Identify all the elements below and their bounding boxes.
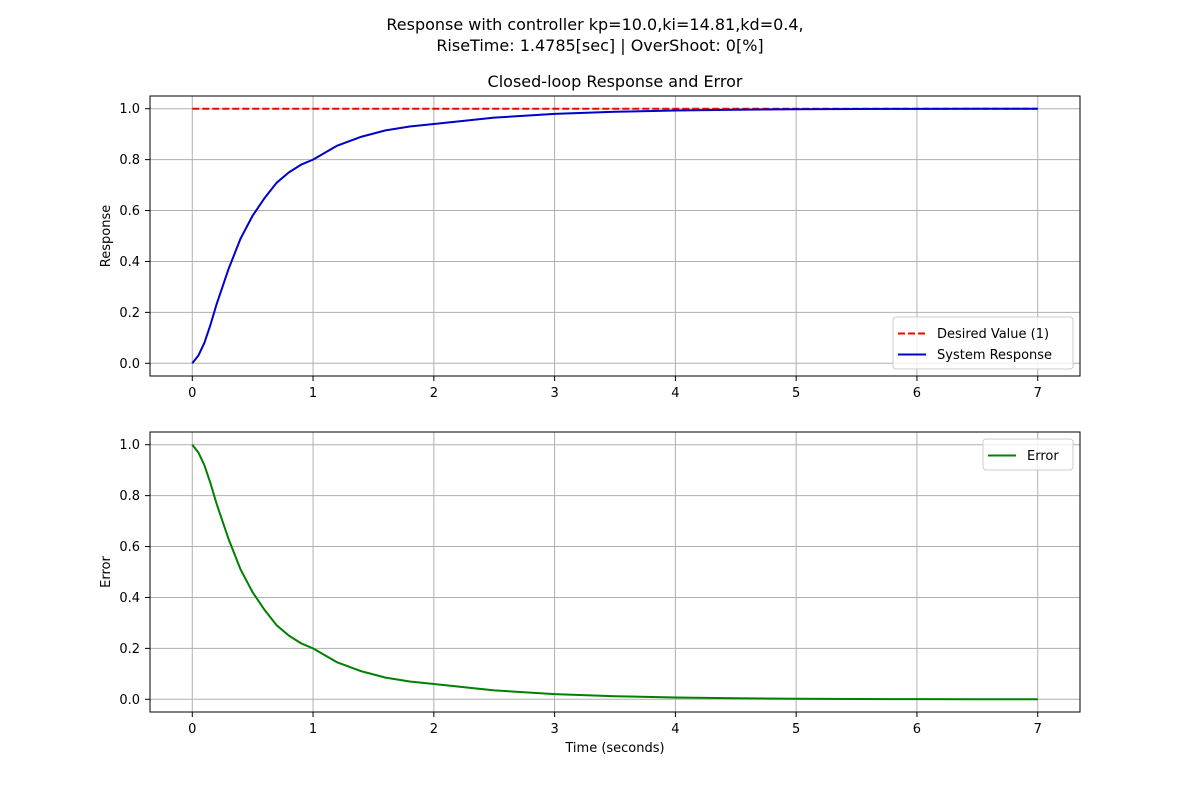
series-line-1 xyxy=(191,107,1038,364)
response-subplot: 0 1 2 3 4 5 6 7 0.0 0.2 0.4 0.6 0.8 1.0 Closed-loop Re… xyxy=(99,72,1081,401)
x-tick-label-4: 4 xyxy=(671,722,679,737)
suptitle-line-2: RiseTime: 1.4785[sec] | OverShoot: 0[%] xyxy=(436,36,763,55)
legend: Error xyxy=(982,438,1074,471)
x-tick-label-1: 1 xyxy=(309,386,317,401)
axes-frame xyxy=(149,431,1081,713)
y-tick-label-2: 0.4 xyxy=(119,255,140,270)
x-tick-label-3: 3 xyxy=(550,386,558,401)
x-tick-label-4: 4 xyxy=(671,386,679,401)
y-axis-label: Response xyxy=(99,205,114,267)
x-tick-label-5: 5 xyxy=(792,722,800,737)
axes-frame xyxy=(149,95,1081,377)
x-tick-label-7: 7 xyxy=(1034,722,1042,737)
x-tick-label-7: 7 xyxy=(1034,386,1042,401)
y-tick-label-4: 0.8 xyxy=(119,489,140,504)
x-tick-label-3: 3 xyxy=(550,722,558,737)
axes-title: Closed-loop Response and Error xyxy=(488,72,743,91)
y-tick-label-0: 0.0 xyxy=(119,693,140,708)
x-tick-label-0: 0 xyxy=(188,722,196,737)
x-tick-label-6: 6 xyxy=(913,386,921,401)
y-tick-label-4: 0.8 xyxy=(119,153,140,168)
x-tick-label-6: 6 xyxy=(913,722,921,737)
suptitle-line-1: Response with controller kp=10.0,ki=14.8… xyxy=(386,15,803,34)
y-tick-label-3: 0.6 xyxy=(119,204,140,219)
y-tick-label-0: 0.0 xyxy=(119,357,140,372)
y-tick-label-3: 0.6 xyxy=(119,540,140,555)
legend-box xyxy=(892,316,1074,370)
y-tick-label-5: 1.0 xyxy=(119,438,140,453)
legend: Desired Value (1) System Response xyxy=(892,316,1074,370)
legend-label-0: Error xyxy=(1027,449,1059,464)
series-line-0 xyxy=(191,444,1038,701)
y-tick-label-1: 0.2 xyxy=(119,642,140,657)
x-tick-label-0: 0 xyxy=(188,386,196,401)
error-subplot: 0 1 2 3 4 5 6 7 0.0 0.2 0.4 0.6 0.8 1.0 Error Time (sec… xyxy=(99,431,1081,756)
x-axis-label: Time (seconds) xyxy=(564,741,664,756)
legend-label-0: Desired Value (1) xyxy=(937,327,1049,342)
legend-label-1: System Response xyxy=(937,348,1052,363)
x-tick-label-2: 2 xyxy=(430,722,438,737)
y-axis-label: Error xyxy=(99,556,114,588)
x-tick-label-2: 2 xyxy=(430,386,438,401)
y-tick-label-2: 0.4 xyxy=(119,591,140,606)
x-tick-label-5: 5 xyxy=(792,386,800,401)
legend-box xyxy=(982,438,1074,471)
y-tick-label-5: 1.0 xyxy=(119,102,140,117)
y-tick-label-1: 0.2 xyxy=(119,306,140,321)
x-tick-label-1: 1 xyxy=(309,722,317,737)
